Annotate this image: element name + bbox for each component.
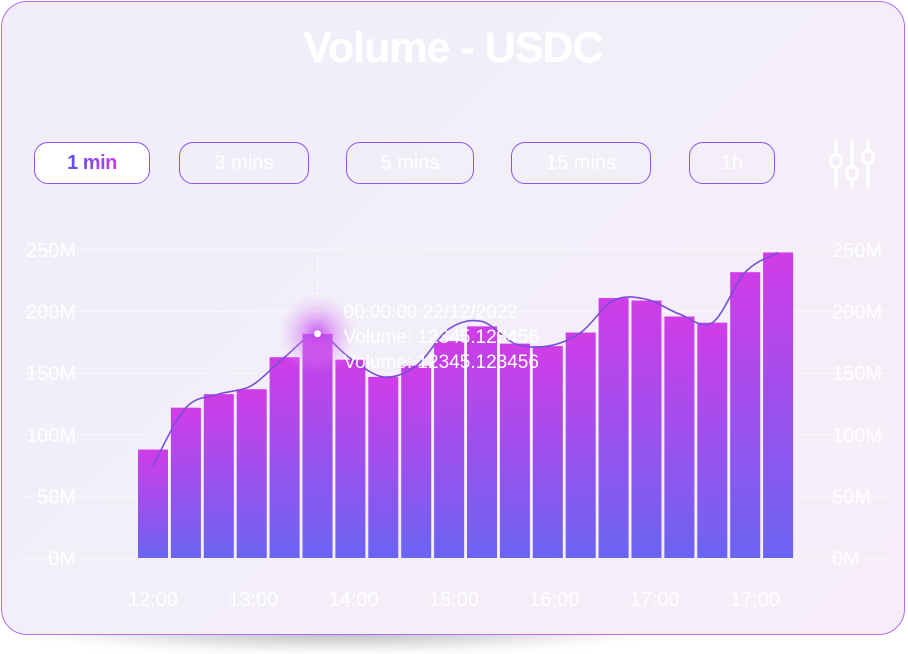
bar [763,252,794,559]
bar [335,359,366,558]
x-tick-label: 12:00 [128,589,178,611]
bar [631,300,662,558]
y-tick-label-left: 100M [26,425,76,447]
bar [170,407,201,558]
y-tick-label-left: 250M [26,240,76,262]
x-tick-label: 17:00 [730,589,780,611]
bar [565,332,596,558]
bar [532,346,563,558]
tooltip-line-1: Volume: 12345.123456 [344,327,539,348]
y-tick-label-right: 150M [832,363,882,385]
tab-5-mins[interactable]: 5 mins [346,142,474,184]
tab-15-mins-label: 15 mins [545,151,617,174]
bars [138,252,794,559]
tab-3-mins[interactable]: 3 mins [179,142,309,184]
y-tick-label-left: 50M [37,486,76,508]
y-tick-label-left: 0M [48,548,76,570]
tab-3-mins-label: 3 mins [214,151,274,174]
tab-1-min-label: 1 min [67,151,117,174]
x-tick-label: 14:00 [329,589,379,611]
y-tick-label-right: 0M [832,548,860,570]
tick-labels: 0M 0M 50M 50M 100M 100M 150M 150M 200M 200M 250M 25… [26,240,882,611]
x-tick-label: 16:00 [529,589,579,611]
trend-line [152,251,779,466]
bar [401,365,432,558]
y-tick-label-right: 200M [832,302,882,324]
bar [434,341,465,558]
trend-line-path [152,251,779,466]
bar [368,376,399,558]
highlight-point [314,330,321,338]
tooltip-time: 00:00:00 22/12/2022 [344,302,518,323]
bar [467,326,497,558]
y-tick-label-right: 250M [832,240,882,262]
bar [203,394,234,558]
bar [598,298,629,558]
bar [697,322,728,558]
bar [138,449,168,558]
tab-1-min[interactable]: 1 min [34,142,150,184]
x-tick-label: 15:00 [429,589,479,611]
x-tick-label: 17:00 [630,589,680,611]
bar [664,316,695,558]
y-tick-label-right: 50M [832,486,871,508]
bar [236,389,267,558]
tooltip-line-2: Volume: 12345.123456 [344,352,539,373]
tooltip: 00:00:00 22/12/2022 Volume: 12345.123456 V… [277,250,539,374]
x-tick-label: 13:00 [228,589,278,611]
bar [499,343,530,558]
sliders-icon[interactable] [828,138,876,190]
y-tick-label-left: 200M [26,302,76,324]
tab-1h-label: 1h [720,151,744,174]
chart-title: Volume - USDC [303,24,603,72]
y-tick-label-right: 100M [832,425,882,447]
tab-1h[interactable]: 1h [689,142,775,184]
bar [269,357,300,558]
tab-15-mins[interactable]: 15 mins [511,142,651,184]
bar [730,272,761,558]
tab-5-mins-label: 5 mins [380,151,440,174]
y-tick-label-left: 150M [26,363,76,385]
